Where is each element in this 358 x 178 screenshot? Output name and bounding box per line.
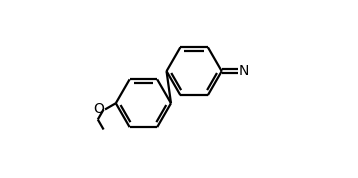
- Text: N: N: [239, 64, 249, 78]
- Text: O: O: [93, 103, 104, 116]
